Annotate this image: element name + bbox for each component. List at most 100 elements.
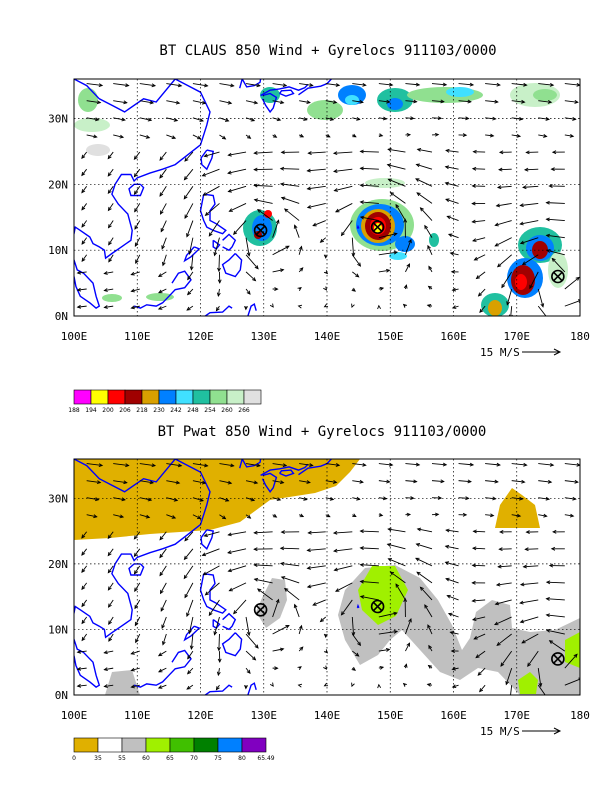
coastline-segment	[183, 246, 201, 263]
colorbar-swatch	[73, 389, 92, 405]
wind-vector	[227, 151, 247, 157]
x-tick-label: 100E	[61, 330, 88, 343]
wind-vector	[501, 271, 513, 289]
y-tick-label: 30N	[48, 113, 68, 126]
wind-vector	[485, 462, 501, 467]
colorbar-label: 60	[142, 755, 150, 762]
wind-vector	[405, 132, 412, 137]
wind-vector	[340, 220, 353, 237]
wind-vector	[103, 288, 114, 292]
wind-vector	[428, 265, 433, 273]
wind-vector	[389, 191, 406, 204]
wind-vector	[272, 647, 285, 652]
wind-vector	[511, 513, 522, 518]
wind-vector	[272, 480, 285, 485]
gyre-marker-icon	[253, 602, 268, 617]
wind-vector	[86, 134, 98, 139]
wind-vector	[81, 254, 88, 263]
wind-vector	[81, 531, 88, 539]
wind-vector	[134, 599, 141, 610]
wind-vector	[431, 82, 448, 87]
wind-vector	[378, 133, 384, 137]
wind-vector	[81, 633, 88, 642]
wind-vector	[183, 168, 194, 181]
wind-vector	[402, 682, 408, 687]
wind-vector	[351, 303, 355, 309]
wind-vector	[332, 151, 353, 156]
wind-vector	[564, 299, 580, 307]
wind-vector	[431, 99, 445, 104]
wind-vector	[158, 288, 167, 294]
wind-vector	[134, 203, 141, 213]
wind-vector	[378, 82, 394, 87]
wind-vector	[139, 497, 153, 502]
wind-vector	[219, 480, 233, 485]
wind-vector	[272, 287, 279, 291]
wind-vector	[219, 83, 235, 88]
colorbar-label: 80	[238, 755, 246, 762]
wind-vector	[293, 224, 300, 238]
panel-1-scale-reference: 15 M/S	[480, 346, 562, 359]
colorbar-swatch	[226, 389, 245, 405]
wind-vector	[227, 185, 247, 193]
wind-vector	[139, 117, 153, 122]
wind-vector	[233, 599, 247, 615]
wind-vector	[444, 181, 459, 187]
colorbar-label: 254	[204, 407, 216, 414]
colorbar-swatch	[121, 737, 147, 753]
wind-vector	[471, 598, 486, 603]
wind-vector	[217, 271, 222, 284]
wind-vector	[445, 148, 459, 153]
panel-2-wind-vectors	[76, 462, 580, 695]
wind-vector	[272, 463, 288, 468]
wind-vector	[351, 237, 356, 258]
coastline-segment	[279, 89, 295, 97]
wind-vector	[189, 254, 194, 271]
wind-vector	[521, 254, 539, 266]
wind-vector	[550, 167, 565, 172]
wind-vector	[166, 497, 179, 502]
coastline-segment	[183, 625, 201, 642]
wind-vector	[188, 616, 194, 635]
wind-vector	[293, 603, 300, 618]
y-tick-label: 10N	[48, 623, 68, 636]
wind-vector	[256, 208, 273, 221]
wind-vector	[472, 237, 486, 242]
wind-vector	[139, 463, 157, 468]
wind-vector	[272, 268, 285, 273]
wind-vector	[166, 134, 177, 139]
coastline-segment	[222, 233, 237, 252]
wind-vector	[107, 531, 114, 540]
wind-vector	[475, 271, 486, 280]
wind-vector	[166, 514, 177, 519]
wind-vector	[269, 303, 274, 308]
wind-vector	[498, 547, 512, 552]
wind-vector	[564, 100, 579, 104]
wind-vector	[323, 649, 329, 654]
wind-vector	[113, 463, 130, 468]
wind-vector	[157, 684, 167, 689]
wind-vector	[564, 496, 577, 501]
wind-vector	[446, 594, 459, 601]
colorbar-swatch	[145, 737, 171, 753]
panel-2-frame	[73, 458, 581, 696]
wind-vector	[139, 134, 151, 139]
wind-vector	[545, 628, 565, 635]
coastline-segment	[298, 459, 332, 476]
wind-vector	[416, 192, 433, 204]
wind-vector	[183, 186, 194, 200]
wind-vector	[187, 650, 194, 660]
wind-vector	[419, 207, 433, 221]
wind-vector	[564, 276, 580, 290]
colorbar-label: 260	[221, 407, 233, 414]
wind-vector	[538, 82, 555, 87]
wind-vector	[130, 650, 140, 655]
wind-vector	[378, 232, 398, 239]
wind-vector	[186, 288, 194, 296]
wind-vector	[323, 270, 329, 275]
y-tick-label: 20N	[48, 558, 68, 571]
coastline-segment	[239, 79, 262, 89]
wind-vector	[256, 588, 273, 601]
wind-vector	[325, 496, 335, 501]
wind-vector	[299, 480, 311, 484]
